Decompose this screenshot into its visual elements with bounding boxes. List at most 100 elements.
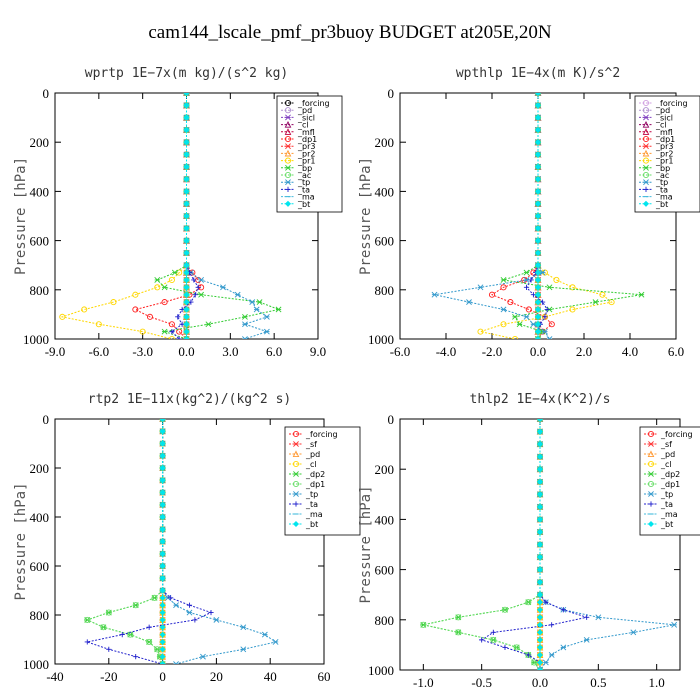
y-tick-label: 200	[375, 135, 395, 150]
legend-label: _pd	[655, 106, 670, 115]
y-tick-label: 0	[43, 412, 50, 427]
x-tick-label: -4.0	[436, 344, 457, 359]
data-point	[169, 329, 175, 335]
data-point	[420, 621, 427, 628]
y-tick-label: 1000	[368, 663, 394, 678]
data-point	[638, 291, 645, 298]
legend-label: _ac	[655, 171, 669, 180]
data-point	[479, 637, 485, 643]
y-tick-label: 1000	[368, 332, 394, 347]
legend-marker	[648, 491, 654, 497]
legend-label: _ac	[297, 171, 311, 180]
data-point	[175, 314, 181, 320]
legend-label: _bt	[660, 520, 673, 529]
data-point	[198, 291, 205, 298]
data-point	[546, 336, 553, 339]
legend-label: _pr1	[655, 157, 673, 166]
data-point	[183, 249, 190, 256]
data-point	[541, 328, 548, 335]
data-point	[159, 631, 166, 638]
data-point	[173, 602, 179, 609]
data-point	[261, 631, 268, 638]
legend-marker	[648, 501, 654, 507]
data-point	[186, 609, 193, 616]
legend-label: _dp2	[660, 470, 680, 479]
data-point	[501, 606, 509, 613]
data-point	[195, 284, 201, 290]
data-point	[159, 513, 166, 521]
data-point	[534, 269, 542, 276]
data-point	[159, 538, 166, 545]
legend-marker	[285, 186, 291, 192]
series-line-bp	[503, 93, 642, 339]
data-point	[507, 299, 514, 306]
legend: _forcing_sf_pd_cl_dp2_dp1_tp_ta_ma_bt	[639, 426, 700, 536]
data-point	[534, 276, 542, 283]
legend-marker	[647, 450, 655, 458]
data-point	[534, 262, 542, 269]
data-point	[548, 321, 555, 328]
data-point	[183, 114, 190, 121]
data-point	[159, 594, 166, 601]
data-point	[534, 176, 542, 183]
legend-label: _pr3	[655, 142, 673, 151]
figure-title: cam144_lscale_pmf_pr3buoy BUDGET at205E,…	[148, 22, 552, 43]
data-point	[534, 299, 542, 306]
data-point	[159, 562, 166, 570]
data-point	[584, 614, 590, 620]
data-point	[183, 299, 190, 306]
data-point	[242, 321, 248, 328]
data-point	[183, 188, 190, 195]
legend-label: _pr2	[297, 149, 315, 158]
data-point	[272, 639, 279, 645]
data-point	[671, 621, 678, 628]
data-point	[536, 541, 544, 548]
legend-marker	[285, 179, 291, 186]
data-point	[534, 200, 542, 207]
y-tick-label: 400	[375, 184, 395, 199]
data-point	[100, 624, 107, 631]
legend-marker	[284, 135, 292, 143]
data-point	[523, 269, 530, 276]
data-point	[536, 566, 544, 573]
x-tick-label: 6.0	[266, 344, 282, 359]
x-tick-label: -0.5	[471, 675, 492, 690]
data-point	[536, 503, 544, 510]
plot-frame	[54, 418, 325, 665]
data-point	[208, 609, 214, 616]
data-point	[536, 441, 544, 448]
x-tick-label: 0.0	[178, 344, 194, 359]
data-point	[161, 299, 168, 306]
data-point	[534, 225, 542, 232]
y-tick-label: 600	[375, 234, 395, 249]
data-point	[168, 595, 174, 601]
data-point	[536, 629, 544, 636]
legend-marker	[284, 200, 292, 207]
legend-label: _ta	[660, 500, 673, 509]
legend-marker	[292, 480, 300, 488]
data-point	[528, 277, 534, 283]
panel-title: wprtp 1E−7x(m kg)/(s^2 kg)	[85, 66, 289, 81]
y-tick-label: 600	[375, 563, 395, 578]
data-point	[525, 652, 531, 658]
data-point	[159, 609, 166, 616]
data-point	[159, 660, 166, 664]
data-point	[242, 313, 248, 320]
legend-label: _ta	[297, 185, 310, 194]
data-point	[159, 464, 166, 472]
legend-marker	[293, 441, 299, 447]
data-point	[513, 644, 520, 651]
data-point	[159, 419, 166, 422]
legend-marker	[643, 164, 649, 171]
data-point	[110, 299, 117, 306]
data-point	[240, 624, 247, 631]
data-point	[220, 284, 226, 291]
series-layer	[420, 419, 678, 670]
data-point	[171, 269, 178, 276]
legend-label: _tp	[305, 490, 318, 499]
data-point	[159, 440, 166, 447]
y-tick-label: 0	[388, 86, 395, 101]
legend-label: _sicl	[297, 113, 315, 122]
data-point	[534, 151, 542, 158]
